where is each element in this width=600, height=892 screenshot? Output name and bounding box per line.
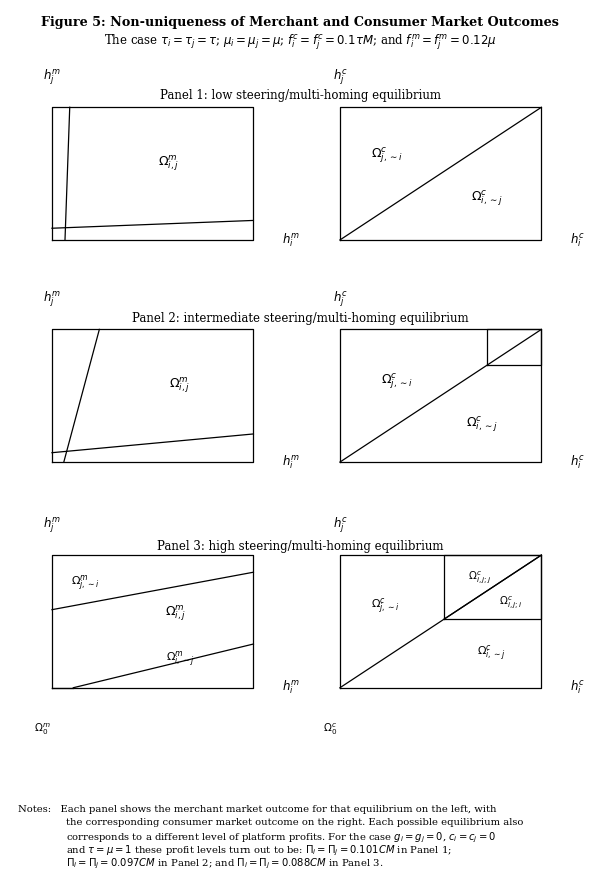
- Text: $\Omega^c_{i,\sim j}$: $\Omega^c_{i,\sim j}$: [466, 415, 498, 434]
- Text: $\Omega^c_{i,j;j}$: $\Omega^c_{i,j;j}$: [468, 569, 491, 585]
- Text: $h_j^c$: $h_j^c$: [332, 290, 347, 310]
- Text: $\Omega^m_{i,\sim j}$: $\Omega^m_{i,\sim j}$: [166, 650, 194, 669]
- Text: $\Omega^c_{i,\sim j}$: $\Omega^c_{i,\sim j}$: [471, 188, 503, 208]
- Text: and $\tau = \mu = 1$ these profit levels turn out to be: $\Pi_i = \Pi_j = 0.101C: and $\tau = \mu = 1$ these profit levels…: [66, 844, 452, 858]
- Text: $h_i^m$: $h_i^m$: [282, 231, 300, 249]
- Text: Figure 5: Non-uniqueness of Merchant and Consumer Market Outcomes: Figure 5: Non-uniqueness of Merchant and…: [41, 16, 559, 29]
- Text: $\Omega^c_0$: $\Omega^c_0$: [323, 723, 338, 738]
- Text: $\Omega^c_{j,\sim i}$: $\Omega^c_{j,\sim i}$: [381, 371, 413, 391]
- Text: $\Omega^m_0$: $\Omega^m_0$: [34, 723, 51, 738]
- Text: $\Omega^c_{i,\sim j}$: $\Omega^c_{i,\sim j}$: [478, 644, 506, 663]
- Text: $h_j^m$: $h_j^m$: [43, 516, 61, 535]
- Text: $h_i^c$: $h_i^c$: [570, 453, 585, 471]
- Text: $h_j^c$: $h_j^c$: [332, 516, 347, 535]
- Text: $h_i^m$: $h_i^m$: [282, 453, 300, 471]
- Text: $h_i^c$: $h_i^c$: [570, 679, 585, 697]
- Text: Panel 3: high steering/multi-homing equilibrium: Panel 3: high steering/multi-homing equi…: [157, 540, 443, 553]
- Text: $h_j^m$: $h_j^m$: [43, 290, 61, 310]
- Text: $h_j^c$: $h_j^c$: [332, 68, 347, 87]
- Text: $h_i^m$: $h_i^m$: [282, 679, 300, 697]
- Text: the corresponding consumer market outcome on the right. Each possible equilibriu: the corresponding consumer market outcom…: [66, 817, 523, 827]
- Text: $\Pi_i = \Pi_j = 0.097CM$ in Panel 2; and $\Pi_i = \Pi_j = 0.088CM$ in Panel 3.: $\Pi_i = \Pi_j = 0.097CM$ in Panel 2; an…: [66, 856, 383, 871]
- Text: Notes:   Each panel shows the merchant market outcome for that equilibrium on th: Notes: Each panel shows the merchant mar…: [18, 805, 497, 814]
- Text: $\Omega^m_{i,j}$: $\Omega^m_{i,j}$: [169, 376, 190, 395]
- Text: $\Omega^c_{j,\sim i}$: $\Omega^c_{j,\sim i}$: [371, 146, 403, 165]
- Text: The case $\tau_i = \tau_j = \tau$; $\mu_i = \mu_j = \mu$; $f_i^c = f_j^c = 0.1\t: The case $\tau_i = \tau_j = \tau$; $\mu_…: [104, 32, 496, 52]
- Text: $\Omega^m_{i,j}$: $\Omega^m_{i,j}$: [158, 153, 179, 173]
- Text: Panel 1: low steering/multi-homing equilibrium: Panel 1: low steering/multi-homing equil…: [160, 89, 440, 103]
- Text: $\Omega^m_{j,\sim i}$: $\Omega^m_{j,\sim i}$: [71, 574, 100, 593]
- Text: $h_j^m$: $h_j^m$: [43, 68, 61, 87]
- Text: $\Omega^m_{i,j}$: $\Omega^m_{i,j}$: [164, 603, 186, 623]
- Text: $\Omega^c_{i,j;i}$: $\Omega^c_{i,j;i}$: [499, 594, 523, 610]
- Text: Panel 2: intermediate steering/multi-homing equilibrium: Panel 2: intermediate steering/multi-hom…: [131, 312, 469, 326]
- Text: $\Omega^c_{j,\sim i}$: $\Omega^c_{j,\sim i}$: [371, 597, 399, 616]
- Text: corresponds to a different level of platform profits. For the case $g_i = g_j = : corresponds to a different level of plat…: [66, 830, 496, 845]
- Text: $h_i^c$: $h_i^c$: [570, 231, 585, 249]
